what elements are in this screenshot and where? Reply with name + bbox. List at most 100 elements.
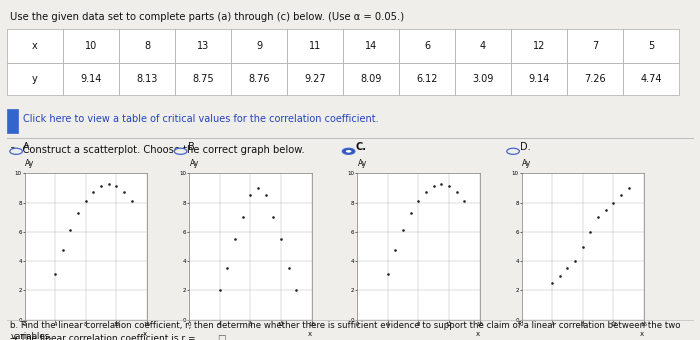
Text: y: y: [32, 74, 38, 84]
Text: 7: 7: [592, 41, 598, 51]
Point: [390, 248, 401, 253]
FancyBboxPatch shape: [399, 63, 455, 95]
Point: [214, 288, 225, 293]
FancyBboxPatch shape: [175, 29, 231, 63]
Point: [600, 207, 611, 213]
Point: [118, 189, 130, 194]
Text: B.: B.: [188, 142, 197, 152]
Text: 9.27: 9.27: [304, 74, 326, 84]
Text: → The linear correlation coefficient is r =: → The linear correlation coefficient is …: [10, 334, 196, 340]
Point: [398, 227, 409, 233]
Text: Use the given data set to complete parts (a) through (c) below. (Use α = 0.05.): Use the given data set to complete parts…: [10, 12, 405, 22]
FancyBboxPatch shape: [455, 63, 511, 95]
Point: [562, 266, 573, 271]
FancyBboxPatch shape: [287, 29, 343, 63]
FancyBboxPatch shape: [231, 29, 287, 63]
Point: [275, 237, 286, 242]
Point: [290, 288, 302, 293]
FancyBboxPatch shape: [119, 29, 175, 63]
Text: x: x: [307, 331, 312, 337]
Text: 9.14: 9.14: [80, 74, 101, 84]
FancyBboxPatch shape: [343, 29, 399, 63]
Text: 14: 14: [365, 41, 377, 51]
Text: C.: C.: [356, 142, 367, 152]
Text: b. Find the linear correlation coefficient, r, then determine whether there is s: b. Find the linear correlation coefficie…: [10, 321, 681, 340]
Point: [428, 183, 439, 189]
Point: [577, 244, 588, 249]
FancyBboxPatch shape: [567, 29, 623, 63]
Text: 12: 12: [533, 41, 545, 51]
FancyBboxPatch shape: [63, 29, 119, 63]
Text: 4: 4: [480, 41, 486, 51]
Point: [615, 192, 626, 198]
Point: [554, 273, 566, 278]
Text: 8.75: 8.75: [193, 74, 214, 84]
Text: 6: 6: [424, 41, 430, 51]
FancyBboxPatch shape: [623, 29, 679, 63]
Point: [260, 192, 271, 198]
FancyBboxPatch shape: [175, 63, 231, 95]
Point: [451, 189, 462, 194]
Point: [111, 183, 122, 189]
Point: [88, 189, 99, 194]
Point: [103, 181, 114, 187]
Point: [584, 229, 596, 235]
FancyBboxPatch shape: [7, 63, 63, 95]
Point: [435, 181, 447, 187]
Text: 9.14: 9.14: [528, 74, 550, 84]
Point: [80, 198, 91, 203]
Point: [245, 192, 256, 198]
FancyBboxPatch shape: [511, 29, 567, 63]
Text: a. Construct a scatterplot. Choose the correct graph below.: a. Construct a scatterplot. Choose the c…: [10, 144, 305, 154]
FancyBboxPatch shape: [623, 63, 679, 95]
Point: [623, 185, 634, 191]
Point: [382, 272, 393, 277]
Point: [65, 227, 76, 233]
Text: 8: 8: [144, 41, 150, 51]
Text: 10: 10: [85, 41, 97, 51]
Point: [252, 185, 263, 191]
Point: [283, 266, 294, 271]
Point: [237, 215, 248, 220]
Text: Ay: Ay: [190, 159, 199, 168]
FancyBboxPatch shape: [511, 63, 567, 95]
FancyBboxPatch shape: [7, 29, 63, 63]
Text: 5: 5: [648, 41, 654, 51]
Text: 8.13: 8.13: [136, 74, 158, 84]
Text: A.: A.: [23, 142, 33, 152]
Text: x: x: [475, 331, 480, 337]
Point: [126, 199, 137, 204]
Point: [267, 215, 279, 220]
Point: [420, 189, 431, 194]
Point: [608, 200, 619, 205]
Text: 3.09: 3.09: [473, 74, 494, 84]
FancyBboxPatch shape: [7, 109, 18, 133]
FancyBboxPatch shape: [119, 63, 175, 95]
FancyBboxPatch shape: [63, 63, 119, 95]
Text: 4.74: 4.74: [640, 74, 661, 84]
Point: [547, 280, 558, 286]
Text: Ay: Ay: [522, 159, 531, 168]
Point: [443, 183, 454, 189]
Point: [458, 199, 470, 204]
FancyBboxPatch shape: [455, 29, 511, 63]
Text: Click here to view a table of critical values for the correlation coefficient.: Click here to view a table of critical v…: [23, 114, 379, 124]
Point: [592, 215, 603, 220]
Point: [57, 248, 69, 253]
Point: [405, 211, 416, 216]
Point: [230, 237, 241, 242]
Text: x: x: [143, 331, 147, 337]
Text: D.: D.: [520, 142, 531, 152]
Text: 8.09: 8.09: [360, 74, 382, 84]
FancyBboxPatch shape: [231, 63, 287, 95]
Text: 13: 13: [197, 41, 209, 51]
Text: 6.12: 6.12: [416, 74, 438, 84]
Point: [73, 211, 84, 216]
FancyBboxPatch shape: [287, 63, 343, 95]
Text: x: x: [32, 41, 38, 51]
Text: Ay: Ay: [358, 159, 367, 168]
FancyBboxPatch shape: [343, 63, 399, 95]
Point: [50, 272, 61, 277]
Text: 7.26: 7.26: [584, 74, 606, 84]
FancyBboxPatch shape: [567, 63, 623, 95]
